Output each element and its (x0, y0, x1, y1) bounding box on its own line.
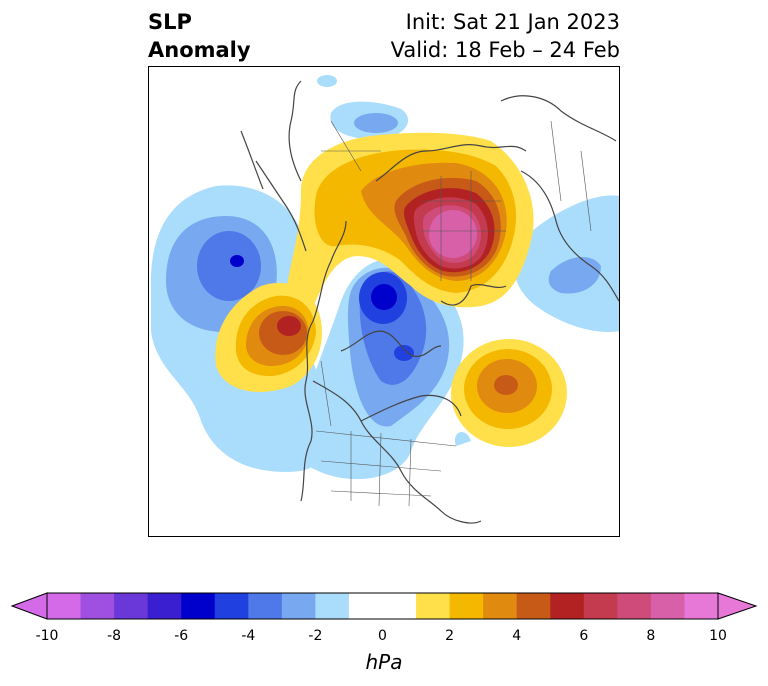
colorbar-tick-label: -8 (107, 628, 122, 644)
colorbar-segment (248, 593, 283, 619)
colorbar-tick-label: 8 (646, 628, 656, 644)
title-line-1: SLP (148, 10, 192, 34)
colorbar-tick-label: 10 (709, 628, 727, 644)
colorbar-segment (80, 593, 115, 619)
north-atlantic-high-anomaly (451, 339, 567, 447)
colorbar-tick-label: 4 (512, 628, 522, 644)
colorbar-segment (315, 593, 350, 619)
siberian-high-anomaly (286, 132, 534, 322)
colorbar-segment (684, 593, 719, 619)
colorbar-segment (516, 593, 551, 619)
colorbar-segment (382, 593, 417, 619)
anomaly-map (150, 75, 619, 524)
colorbar-tick-label: 0 (378, 628, 387, 644)
colorbar-tick-label: 2 (445, 628, 455, 644)
valid-range: Valid: 18 Feb – 24 Feb (390, 38, 620, 62)
colorbar-segment (416, 593, 451, 619)
colorbar-segment (348, 593, 383, 619)
northern-europe-negative (317, 75, 409, 140)
colorbar-segment (617, 593, 652, 619)
colorbar-tick-label: -2 (308, 628, 323, 644)
colorbar (10, 592, 758, 620)
colorbar-tick-label: -6 (174, 628, 189, 644)
colorbar-segment (449, 593, 484, 619)
colorbar-tick-label: -10 (35, 628, 59, 644)
colorbar-max-extend (717, 592, 758, 620)
map-panel (148, 66, 620, 537)
colorbar-segment (650, 593, 685, 619)
colorbar-segment (583, 593, 618, 619)
colorbar-min-extend (10, 592, 48, 620)
title-line-2: Anomaly (148, 38, 251, 62)
colorbar-segment (550, 593, 585, 619)
colorbar-border (46, 592, 719, 620)
colorbar-unit-label: hPa (365, 650, 403, 674)
init-date: Init: Sat 21 Jan 2023 (405, 10, 620, 34)
country-borders (315, 120, 592, 507)
date-info: Init: Sat 21 Jan 2023 Valid: 18 Feb – 24… (391, 8, 620, 64)
colorbar-segment (214, 593, 249, 619)
colorbar-tick-label: -4 (241, 628, 256, 644)
coastlines (240, 80, 619, 524)
alaska-high-anomaly (215, 282, 322, 392)
colorbar-tick-label: 6 (579, 628, 589, 644)
map-title: SLP Anomaly (148, 8, 251, 64)
east-asia-negative (454, 195, 619, 446)
colorbar-segment (483, 593, 518, 619)
colorbar-segment (114, 593, 149, 619)
colorbar-segment (181, 593, 216, 619)
colorbar-segment (147, 593, 182, 619)
arctic-low-anomaly (299, 258, 464, 480)
colorbar-segment (47, 593, 82, 619)
colorbar-segment (281, 593, 316, 619)
